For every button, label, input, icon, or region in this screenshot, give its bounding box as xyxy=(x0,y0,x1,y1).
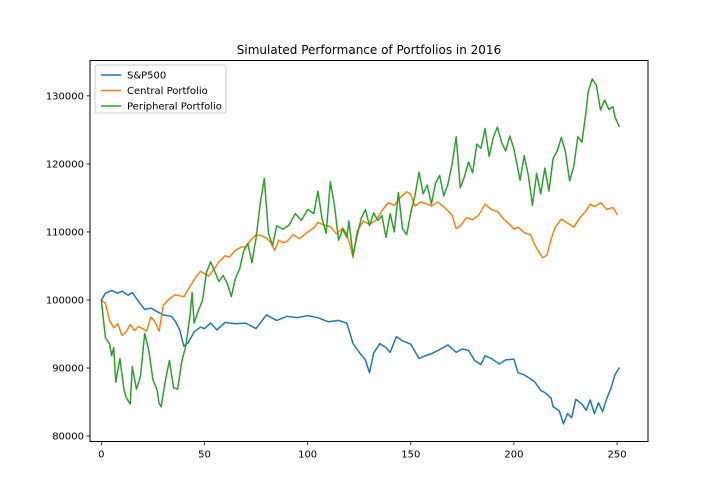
y-tick-label: 130000 xyxy=(46,91,84,102)
x-tick-label: 250 xyxy=(608,450,627,461)
plot-area xyxy=(89,60,649,442)
y-tick-label: 100000 xyxy=(46,295,84,306)
legend: S&P500 Central Portfolio Peripheral Portfo… xyxy=(94,64,227,114)
y-axis: 80000 90000 100000 110000 120000 130000 xyxy=(46,91,90,443)
series-line-2 xyxy=(100,78,620,408)
x-axis: 0 50 100 150 200 250 xyxy=(98,441,627,461)
y-tick-label: 90000 xyxy=(52,364,84,375)
legend-entries: S&P500 Central Portfolio Peripheral Portfo… xyxy=(101,71,222,113)
legend-label-1: Central Portfolio xyxy=(127,86,208,97)
x-tick-label: 0 xyxy=(98,450,104,461)
series-line-0 xyxy=(100,289,620,425)
y-tick-label: 80000 xyxy=(52,432,84,443)
chart-title: Simulated Performance of Portfolios in 2… xyxy=(237,43,501,57)
y-tick-label: 120000 xyxy=(46,159,84,170)
x-tick-label: 200 xyxy=(504,450,523,461)
legend-box xyxy=(94,64,227,114)
x-tick-label: 150 xyxy=(401,450,420,461)
x-tick-label: 100 xyxy=(298,450,317,461)
axes-frame xyxy=(89,60,649,442)
x-tick-label: 50 xyxy=(198,450,211,461)
legend-label-2: Peripheral Portfolio xyxy=(127,102,222,113)
legend-label-0: S&P500 xyxy=(127,71,166,82)
series-layer xyxy=(100,78,620,425)
y-tick-label: 110000 xyxy=(46,227,84,238)
